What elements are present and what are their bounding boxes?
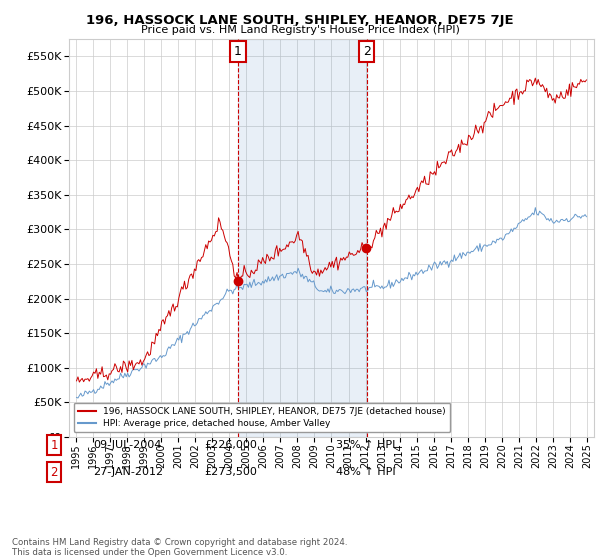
Text: 196, HASSOCK LANE SOUTH, SHIPLEY, HEANOR, DE75 7JE: 196, HASSOCK LANE SOUTH, SHIPLEY, HEANOR… — [86, 14, 514, 27]
Bar — [238, 39, 367, 437]
Text: 1: 1 — [234, 45, 242, 58]
Text: 35% ↑ HPI: 35% ↑ HPI — [336, 440, 395, 450]
Text: 2: 2 — [363, 45, 371, 58]
Legend: 196, HASSOCK LANE SOUTH, SHIPLEY, HEANOR, DE75 7JE (detached house), HPI: Averag: 196, HASSOCK LANE SOUTH, SHIPLEY, HEANOR… — [74, 403, 451, 432]
Text: Price paid vs. HM Land Registry's House Price Index (HPI): Price paid vs. HM Land Registry's House … — [140, 25, 460, 35]
Text: £273,500: £273,500 — [204, 467, 257, 477]
Text: 27-JAN-2012: 27-JAN-2012 — [93, 467, 163, 477]
Text: £226,000: £226,000 — [204, 440, 257, 450]
Text: 09-JUL-2004: 09-JUL-2004 — [93, 440, 161, 450]
Text: 48% ↑ HPI: 48% ↑ HPI — [336, 467, 395, 477]
Text: Contains HM Land Registry data © Crown copyright and database right 2024.
This d: Contains HM Land Registry data © Crown c… — [12, 538, 347, 557]
Text: 2: 2 — [50, 465, 58, 479]
Text: 1: 1 — [50, 438, 58, 452]
